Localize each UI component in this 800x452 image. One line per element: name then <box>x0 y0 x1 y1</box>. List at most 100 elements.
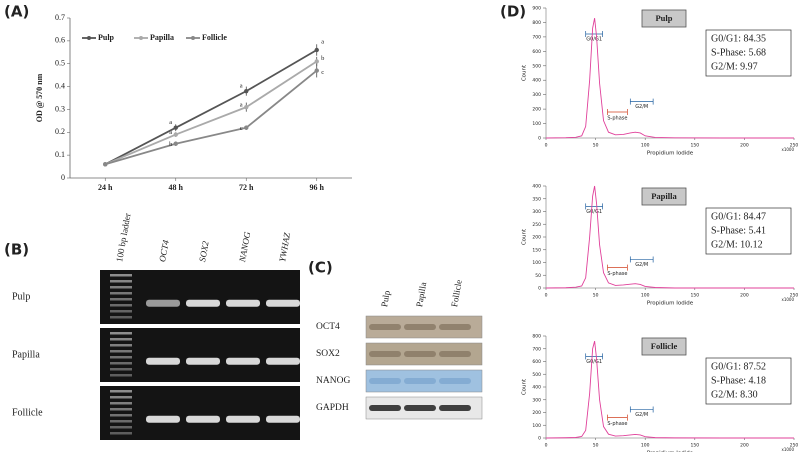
x-tick-label: 100 <box>641 293 650 299</box>
gel-image <box>100 386 300 440</box>
point-label: b <box>321 55 324 62</box>
x-tick-label: 50 <box>593 443 599 449</box>
x-unit: x1000 <box>781 147 794 152</box>
x-tick-label: 250 <box>790 293 799 299</box>
blot-band <box>404 405 436 411</box>
y-tick-label: 800 <box>532 20 541 26</box>
y-tick-label: 350 <box>532 196 541 202</box>
sample-box <box>641 9 687 28</box>
y-tick-label: 0.3 <box>55 104 65 113</box>
sample-label: Papilla <box>651 191 677 201</box>
x-tick-label: 50 <box>593 143 599 149</box>
legend-label: Papilla <box>150 33 174 42</box>
y-tick-label: 0.6 <box>55 36 65 45</box>
series-line <box>104 49 318 166</box>
gel-band <box>226 357 260 365</box>
gate-label: G0/G1 <box>586 359 602 365</box>
blot-column-label: Papilla <box>414 281 428 307</box>
x-tick-label: 150 <box>691 143 700 149</box>
y-tick-label: 0.7 <box>55 13 65 22</box>
y-tick-label: 0.4 <box>55 81 65 90</box>
stats-line: G0/G1: 87.52 <box>711 361 766 372</box>
y-tick-label: 900 <box>532 6 541 12</box>
ladder-band <box>110 414 132 417</box>
y-tick-label: 700 <box>532 346 541 352</box>
gel-image <box>100 270 300 324</box>
x-tick-label: 200 <box>740 443 749 449</box>
series-line <box>545 185 794 289</box>
gel-column-label: OCT4 <box>157 239 171 263</box>
ladder-band <box>110 426 132 429</box>
point <box>173 125 178 130</box>
gel-band <box>186 357 220 365</box>
y-tick-label: 700 <box>532 34 541 40</box>
gel-band <box>226 415 260 423</box>
gate-label: G2/M <box>635 104 648 110</box>
x-tick-label: 72 h <box>239 183 254 192</box>
y-tick-label: 400 <box>532 184 541 190</box>
gel-row-label: Follicle <box>12 407 43 418</box>
series-line <box>545 18 794 139</box>
ladder-band <box>110 344 132 347</box>
sample-label: Pulp <box>655 13 672 23</box>
y-tick-label: 100 <box>532 121 541 127</box>
y-tick-label: 50 <box>535 273 541 279</box>
gate-label: S-phase <box>607 116 627 122</box>
panel-label: (C) <box>308 259 333 277</box>
gel-column-label: 100 bp ladder <box>114 212 132 262</box>
blot-row-label: SOX2 <box>316 349 340 359</box>
blot-band <box>404 351 436 357</box>
stats-line: G2/M: 8.30 <box>711 389 758 400</box>
blot-row-label: GAPDH <box>316 403 349 413</box>
x-tick-label: 200 <box>740 143 749 149</box>
point <box>314 47 319 53</box>
x-tick-label: 48 h <box>169 183 184 192</box>
ladder-band <box>110 408 132 411</box>
blot-band <box>404 378 436 384</box>
y-tick-label: 400 <box>532 385 541 391</box>
legend-marker <box>139 36 143 40</box>
y-tick-label: 0.1 <box>55 150 65 159</box>
blot-band <box>369 378 401 384</box>
x-tick-label: 250 <box>790 143 799 149</box>
ladder-band <box>110 362 132 365</box>
stats-line: G0/G1: 84.47 <box>711 211 766 222</box>
point-label: a <box>169 119 172 126</box>
ladder-band <box>110 402 132 405</box>
x-tick-label: 250 <box>790 443 799 449</box>
stats-box <box>705 29 792 77</box>
x-unit: x1000 <box>781 297 794 302</box>
x-axis-label: Propidium Iodide <box>647 451 694 452</box>
ladder-band <box>110 432 132 435</box>
stats-line: G0/G1: 84.35 <box>711 33 766 44</box>
x-unit: x1000 <box>781 447 794 452</box>
ladder-band <box>110 292 132 295</box>
ladder-band <box>110 338 132 341</box>
panel-label: (B) <box>4 241 29 259</box>
ladder-band <box>110 274 132 277</box>
sample-box <box>641 337 687 356</box>
x-tick-label: 0 <box>545 143 548 149</box>
ladder-band <box>110 304 132 307</box>
y-tick-label: 600 <box>532 49 541 55</box>
gel-band <box>226 299 260 307</box>
blot-band <box>369 324 401 330</box>
legend-label: Follicle <box>202 33 227 42</box>
point-label: a <box>321 38 324 45</box>
gel-band <box>146 415 180 423</box>
gel-image <box>100 328 300 382</box>
gate-label: G0/G1 <box>586 209 602 215</box>
blot-band <box>369 351 401 357</box>
y-tick-label: 300 <box>532 92 541 98</box>
ladder-band <box>110 396 132 399</box>
x-tick-label: 150 <box>691 293 700 299</box>
stats-box <box>705 207 792 255</box>
x-tick-label: 150 <box>691 443 700 449</box>
panel-label: (A) <box>4 3 29 21</box>
point <box>244 88 249 94</box>
point-label: a <box>240 83 243 90</box>
y-tick-label: 200 <box>532 235 541 241</box>
blot-column-label: Follicle <box>449 279 464 308</box>
gate-label: G2/M <box>635 262 648 268</box>
panel-label: (D) <box>500 3 526 21</box>
